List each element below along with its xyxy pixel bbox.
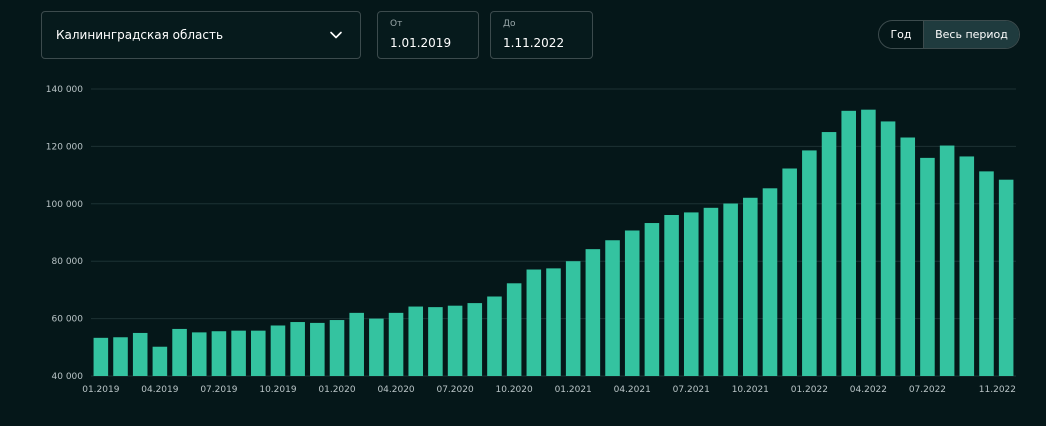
bar-03.2019[interactable] [132,332,148,376]
bar-03.2021[interactable] [605,240,620,376]
y-tick-label: 40 000 [52,372,84,382]
chevron-down-icon [330,31,342,39]
bar-07.2021[interactable] [683,212,699,376]
x-tick-label: 10.2020 [496,385,533,395]
x-tick-label: 10.2021 [732,385,769,395]
bar-02.2020[interactable] [349,312,364,376]
date-from-caption: От [390,19,403,29]
bar-08.2019[interactable] [231,330,246,376]
region-select-value: Калининградская область [56,28,224,42]
bar-10.2021[interactable] [743,197,758,376]
bar-11.2019[interactable] [290,322,305,376]
bar-10.2020[interactable] [506,283,522,376]
date-from-field[interactable]: От 1.01.2019 [377,11,479,59]
bar-07.2020[interactable] [447,305,463,376]
bar-05.2020[interactable] [408,306,424,376]
bar-02.2021[interactable] [585,249,601,376]
period-all-button[interactable]: Весь период [923,21,1019,48]
x-tick-label: 10.2019 [259,385,296,395]
bar-01.2020[interactable] [329,320,345,376]
bar-04.2020[interactable] [388,312,404,376]
bar-03.2020[interactable] [369,318,384,376]
bar-06.2021[interactable] [664,214,679,376]
bar-01.2021[interactable] [565,261,581,376]
bar-09.2019[interactable] [251,330,266,376]
y-tick-label: 140 000 [46,85,83,95]
bar-10.2019[interactable] [270,325,286,376]
bar-05.2022[interactable] [880,121,896,376]
x-tick-label: 04.2022 [850,385,887,395]
bar-01.2019[interactable] [93,337,109,376]
bar-08.2020[interactable] [467,303,483,376]
region-select[interactable]: Калининградская область [41,11,361,59]
x-tick-label: 07.2020 [436,385,473,395]
date-from-value: 1.01.2019 [390,36,452,50]
bar-12.2020[interactable] [546,268,561,376]
x-tick-label: 01.2021 [555,385,592,395]
x-tick-label: 01.2019 [82,385,119,395]
bar-07.2019[interactable] [211,331,227,376]
bar-02.2019[interactable] [113,337,128,376]
x-axis-ticks: 01.2019 04.2019 07.2019 10.2019 01.2020 04.20… [82,385,1016,395]
x-tick-label: 01.2022 [791,385,828,395]
x-tick-label: 07.2022 [909,385,946,395]
period-toggle: Год Весь период [878,20,1020,49]
bar-12.2019[interactable] [310,322,325,376]
bar-12.2021[interactable] [782,168,797,376]
bar-10.2022[interactable] [979,171,994,376]
y-tick-label: 60 000 [52,315,84,325]
date-to-field[interactable]: До 1.11.2022 [490,11,593,59]
bar-06.2020[interactable] [428,307,443,376]
bar-04.2021[interactable] [624,230,640,376]
x-tick-label: 01.2020 [318,385,355,395]
x-tick-label: 07.2019 [200,385,237,395]
bar-03.2022[interactable] [841,110,856,376]
period-year-button[interactable]: Год [890,28,912,41]
bar-04.2022[interactable] [861,109,876,376]
bar-05.2021[interactable] [644,223,660,376]
x-tick-label: 04.2019 [141,385,178,395]
y-axis-ticks: 40 000 60 000 80 000 100 000 120 000 140 000 [46,85,83,382]
x-tick-label: 04.2021 [614,385,651,395]
bar-09.2021[interactable] [723,203,738,376]
bar-01.2022[interactable] [802,150,817,376]
bar-07.2022[interactable] [920,157,935,376]
bar-05.2019[interactable] [172,328,187,376]
x-tick-label: 04.2020 [377,385,414,395]
bar-11.2021[interactable] [762,188,778,376]
bar-09.2020[interactable] [487,296,502,376]
x-tick-label: 07.2021 [673,385,710,395]
y-tick-label: 120 000 [46,142,83,152]
bar-09.2022[interactable] [959,156,975,376]
y-tick-label: 80 000 [52,257,84,267]
bar-11.2022[interactable] [998,179,1014,376]
chart-bars [93,109,1014,376]
bar-08.2021[interactable] [703,207,719,376]
bar-06.2019[interactable] [191,332,207,376]
bar-11.2020[interactable] [526,269,542,376]
date-to-value: 1.11.2022 [503,36,565,50]
bar-02.2022[interactable] [821,132,837,376]
bar-06.2022[interactable] [900,137,916,376]
x-tick-label: 11.2022 [979,385,1016,395]
date-to-caption: До [503,19,516,29]
bar-04.2019[interactable] [152,346,168,376]
bar-08.2022[interactable] [939,145,955,376]
y-tick-label: 100 000 [46,200,83,210]
